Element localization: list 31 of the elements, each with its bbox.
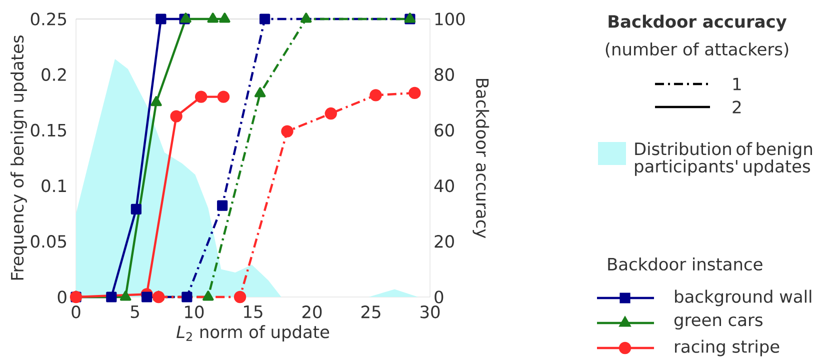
y-tick-label: 0.25	[30, 12, 66, 26]
text: Backdoor instance	[608, 257, 762, 271]
y2-tick-label: 0	[434, 290, 444, 304]
legend-label: Distribution of benign participants' updates	[635, 142, 812, 176]
legend-label: racing stripe	[675, 340, 780, 356]
x-tick-label: 25	[361, 306, 380, 318]
x-tick-label: 15	[244, 306, 262, 318]
y-axis-title: Frequency of benign updates	[10, 36, 27, 280]
text: 1	[733, 78, 741, 90]
x-tick-label: 20	[302, 306, 322, 318]
x-tick-label: 0	[72, 306, 80, 318]
y2-tick-label: 20	[434, 234, 454, 248]
x-tick-label: 10	[185, 306, 204, 318]
y2-tick-label: 40	[434, 179, 454, 192]
y2-axis-title: Backdoor accuracy	[472, 78, 490, 238]
y2-tick-label: 80	[434, 68, 454, 81]
x-tick-label: 30	[420, 306, 440, 318]
x-tick-label: 5	[130, 306, 139, 318]
y2-tick-label: 100	[435, 12, 465, 26]
y2-tick-label: 60	[434, 124, 454, 137]
y-tick-label: 0.15	[30, 124, 66, 137]
y-tick-label: 0.05	[30, 234, 66, 248]
y-tick-label: 0	[58, 290, 66, 304]
y-tick-label: 0.2	[42, 68, 66, 81]
legend-label: green cars	[674, 316, 762, 330]
text: (number of attackers)	[606, 42, 788, 58]
legend-label: background wall	[675, 290, 812, 306]
y-tick-label: 0.1	[42, 179, 66, 192]
x-axis-title: L$_{2}$ norm of update	[176, 325, 330, 342]
legend-title: Backdoor accuracy	[608, 14, 787, 32]
text: 2	[732, 100, 741, 114]
